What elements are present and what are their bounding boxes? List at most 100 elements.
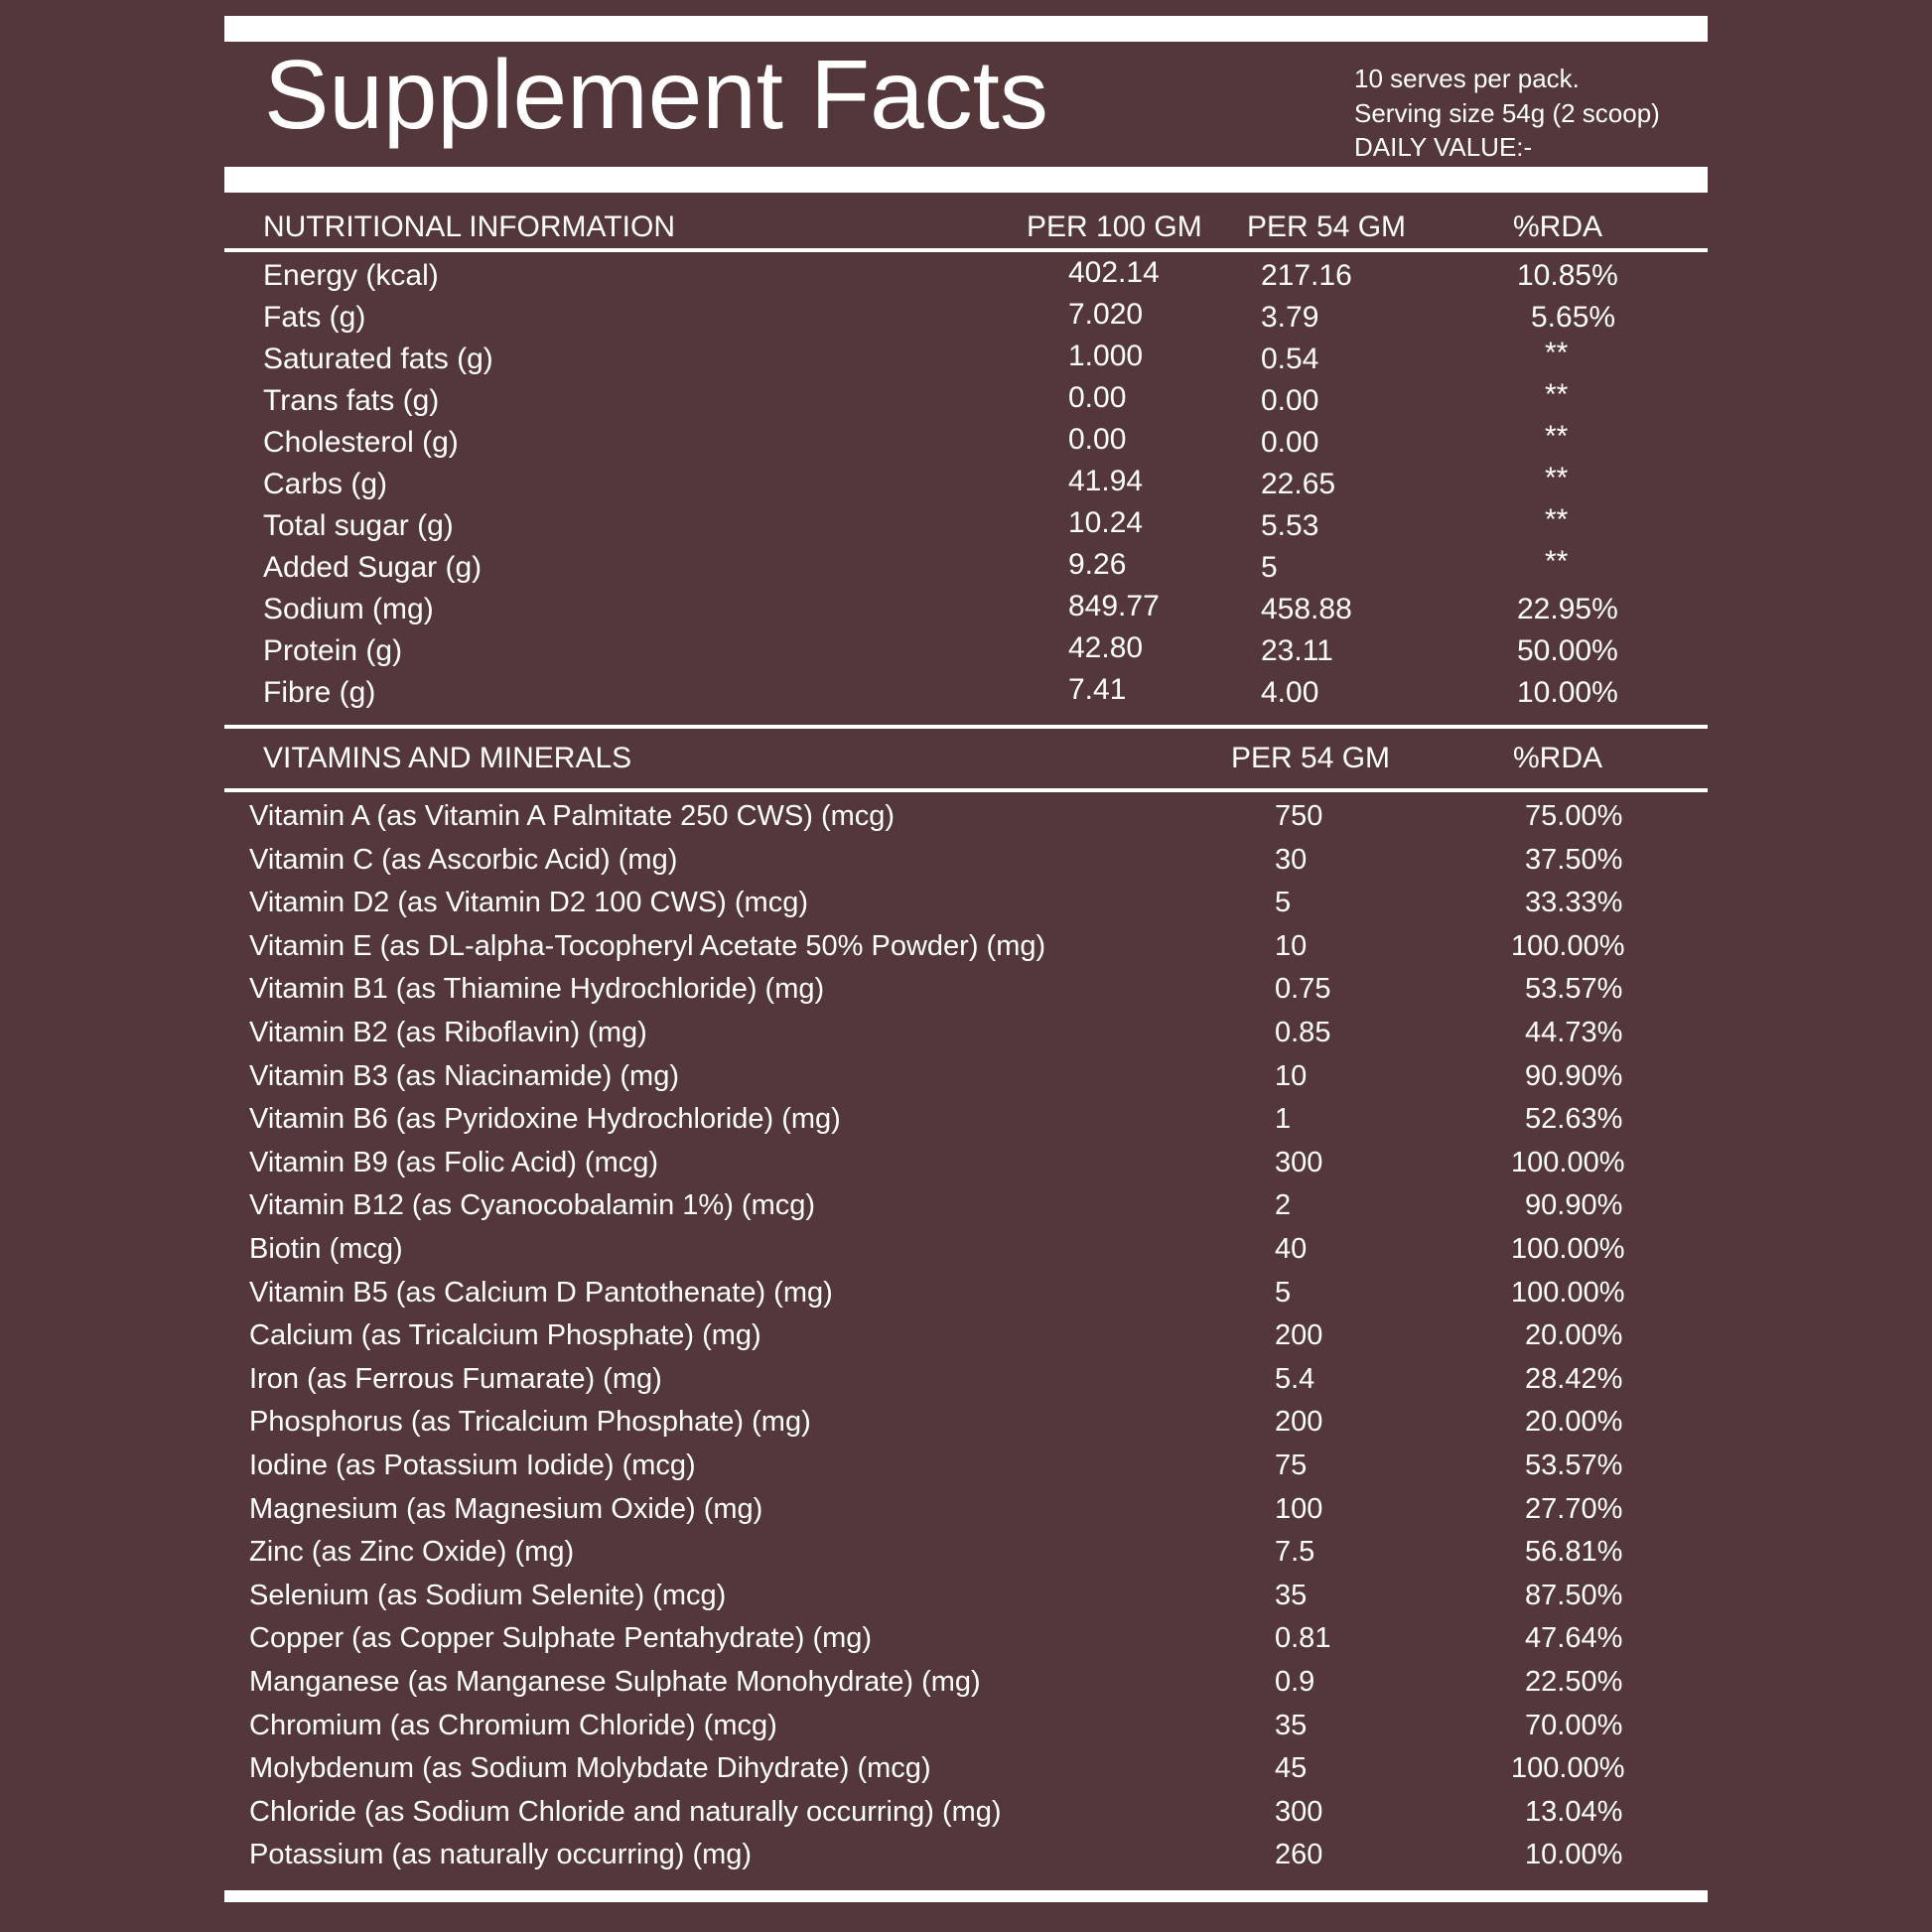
serves-per-pack: 10 serves per pack.: [1354, 64, 1580, 93]
vitamin-name: Vitamin B3 (as Niacinamide) (mg): [249, 1059, 679, 1092]
vitamin-rda: 13.04%: [1525, 1795, 1623, 1828]
vitamin-rda: 20.00%: [1525, 1406, 1623, 1439]
nutrition-header-rda: %RDA: [1513, 210, 1603, 243]
nutrient-name: Added Sugar (g): [263, 551, 483, 584]
nutrition-header-per100: PER 100 GM: [1027, 210, 1202, 243]
vitamin-rda: 53.57%: [1525, 973, 1623, 1006]
nutrient-name: Energy (kcal): [263, 259, 439, 292]
nutrient-rda: 10.00%: [1517, 676, 1618, 709]
vitamin-name: Calcium (as Tricalcium Phosphate) (mg): [249, 1319, 761, 1352]
nutrient-name: Protein (g): [263, 634, 403, 667]
nutrient-rda: **: [1545, 503, 1569, 536]
vitamin-rda: 10.00%: [1525, 1839, 1623, 1871]
nutrient-per54: 4.00: [1261, 676, 1319, 709]
nutrient-per54: 5.53: [1261, 509, 1319, 542]
vitamin-rda: 100.00%: [1511, 1276, 1625, 1309]
vitamin-rda: 56.81%: [1525, 1536, 1623, 1569]
vitamin-rda: 37.50%: [1525, 843, 1623, 876]
vitamins-header-rda: %RDA: [1513, 742, 1603, 774]
nutrient-per100: 0.00: [1068, 381, 1127, 414]
nutrient-per100: 42.80: [1068, 631, 1144, 664]
vitamin-name: Vitamin D2 (as Vitamin D2 100 CWS) (mcg): [249, 887, 808, 919]
nutrient-rda: 50.00%: [1517, 634, 1618, 667]
serving-size: Serving size 54g (2 scoop): [1354, 97, 1660, 128]
vitamin-per54: 30: [1275, 843, 1308, 876]
vitamin-name: Molybdenum (as Sodium Molybdate Dihydrat…: [249, 1752, 931, 1785]
nutrient-name: Carbs (g): [263, 468, 388, 500]
vitamin-per54: 100: [1275, 1492, 1323, 1525]
vitamin-rda: 52.63%: [1525, 1103, 1623, 1136]
vitamin-per54: 10: [1275, 929, 1308, 962]
nutrient-per100: 9.26: [1068, 548, 1127, 581]
vitamin-per54: 5: [1275, 1276, 1292, 1309]
vitamin-per54: 10: [1275, 1059, 1308, 1092]
serving-info: 10 serves per pack. Serving size 54g (2 …: [1354, 62, 1660, 165]
vitamin-per54: 5: [1275, 887, 1292, 919]
vitamin-name: Biotin (mcg): [249, 1233, 403, 1265]
vitamin-rda: 70.00%: [1525, 1709, 1623, 1741]
vitamin-per54: 7.5: [1275, 1536, 1315, 1569]
nutrient-per54: 217.16: [1261, 259, 1352, 292]
vitamins-header-divider: [224, 788, 1708, 792]
vitamin-rda: 87.50%: [1525, 1579, 1623, 1611]
nutrient-per100: 402.14: [1068, 256, 1160, 289]
vitamin-per54: 300: [1275, 1795, 1323, 1828]
nutrient-per54: 0.00: [1261, 384, 1319, 417]
vitamin-per54: 750: [1275, 800, 1323, 832]
nutrient-per54: 5: [1261, 551, 1278, 584]
vitamin-name: Vitamin B2 (as Riboflavin) (mg): [249, 1017, 647, 1048]
nutrient-per100: 849.77: [1068, 590, 1160, 622]
nutrition-header-per54: PER 54 GM: [1247, 210, 1407, 243]
vitamin-name: Vitamin B12 (as Cyanocobalamin 1%) (mcg): [249, 1189, 816, 1222]
vitamins-header-name: VITAMINS AND MINERALS: [263, 742, 632, 774]
nutrient-rda: 5.65%: [1531, 301, 1616, 334]
vitamin-per54: 1: [1275, 1103, 1292, 1136]
nutrient-per54: 0.54: [1261, 343, 1319, 375]
nutrient-per100: 7.020: [1068, 298, 1144, 331]
vitamin-name: Iron (as Ferrous Fumarate) (mg): [249, 1362, 662, 1395]
vitamin-rda: 90.90%: [1525, 1059, 1623, 1092]
vitamin-per54: 75: [1275, 1449, 1308, 1481]
nutrient-per100: 7.41: [1068, 673, 1127, 706]
vitamin-name: Vitamin B5 (as Calcium D Pantothenate) (…: [249, 1276, 833, 1309]
vitamin-rda: 90.90%: [1525, 1189, 1623, 1222]
vitamin-name: Vitamin E (as DL-alpha-Tocopheryl Acetat…: [249, 929, 1046, 962]
top-border-bar: [224, 16, 1708, 42]
nutrient-name: Fats (g): [263, 301, 366, 334]
nutrient-per54: 23.11: [1261, 634, 1333, 667]
nutrient-rda: **: [1545, 337, 1569, 369]
vitamin-rda: 22.50%: [1525, 1666, 1623, 1698]
vitamin-per54: 200: [1275, 1406, 1323, 1439]
vitamin-rda: 53.57%: [1525, 1449, 1623, 1481]
vitamin-rda: 27.70%: [1525, 1492, 1623, 1525]
vitamin-name: Iodine (as Potassium Iodide) (mcg): [249, 1449, 696, 1481]
daily-value-label: DAILY VALUE:-: [1354, 132, 1533, 162]
vitamin-rda: 44.73%: [1525, 1017, 1623, 1048]
nutrient-rda: 10.85%: [1517, 259, 1618, 292]
nutrient-name: Trans fats (g): [263, 384, 440, 417]
vitamin-per54: 0.85: [1275, 1017, 1331, 1048]
vitamin-per54: 260: [1275, 1839, 1323, 1871]
nutrient-per54: 22.65: [1261, 468, 1336, 500]
vitamin-name: Vitamin B6 (as Pyridoxine Hydrochloride)…: [249, 1103, 841, 1136]
vitamin-name: Potassium (as naturally occurring) (mg): [249, 1839, 753, 1871]
vitamin-name: Copper (as Copper Sulphate Pentahydrate)…: [249, 1622, 873, 1655]
vitamin-per54: 35: [1275, 1709, 1308, 1741]
nutrition-header-name: NUTRITIONAL INFORMATION: [263, 210, 675, 243]
vitamin-name: Vitamin B1 (as Thiamine Hydrochloride) (…: [249, 973, 825, 1006]
vitamin-name: Selenium (as Sodium Selenite) (mcg): [249, 1579, 727, 1611]
vitamins-header-per54: PER 54 GM: [1231, 742, 1391, 774]
vitamin-rda: 33.33%: [1525, 887, 1623, 919]
vitamin-per54: 200: [1275, 1319, 1323, 1352]
vitamin-rda: 28.42%: [1525, 1362, 1623, 1395]
nutrient-per100: 10.24: [1068, 506, 1144, 539]
nutrient-name: Fibre (g): [263, 676, 376, 709]
vitamin-name: Zinc (as Zinc Oxide) (mg): [249, 1536, 575, 1569]
vitamin-per54: 0.75: [1275, 973, 1331, 1006]
nutrient-rda: **: [1545, 420, 1569, 453]
nutrient-per54: 0.00: [1261, 426, 1319, 459]
nutrient-per100: 1.000: [1068, 340, 1144, 372]
nutrient-name: Sodium (mg): [263, 593, 434, 625]
vitamin-name: Manganese (as Manganese Sulphate Monohyd…: [249, 1666, 981, 1698]
vitamin-rda: 100.00%: [1511, 929, 1625, 962]
